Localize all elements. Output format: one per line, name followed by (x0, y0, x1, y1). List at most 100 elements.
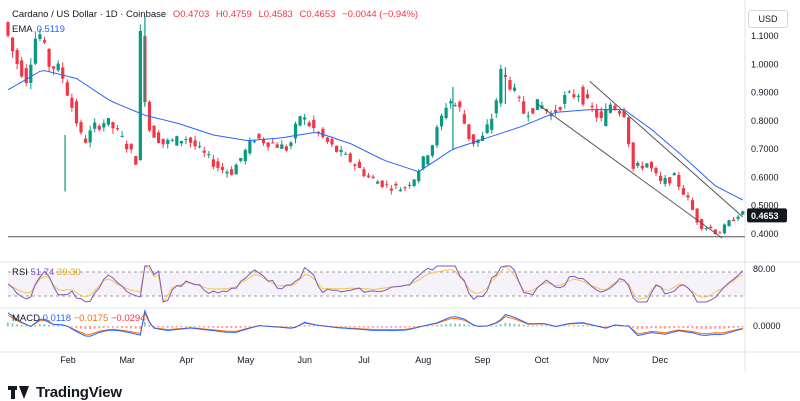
macd-histogram-bar (568, 325, 571, 327)
candle-body (239, 158, 243, 161)
candle-body (38, 34, 42, 40)
rsi-tick-label: 80.00 (753, 264, 776, 274)
candle-body (389, 188, 393, 191)
macd-histogram-bar (618, 325, 621, 327)
candle-body (261, 139, 266, 144)
candle-body (83, 138, 88, 143)
candle-body (741, 211, 745, 215)
price-tick-label: 0.9000 (751, 88, 779, 98)
macd-legend[interactable]: MACD 0.0118 −0.0175 −0.0294 (12, 313, 145, 324)
candle-body (303, 117, 307, 120)
rsi-ma-line (7, 265, 743, 304)
macd-histogram-bar (162, 326, 164, 328)
macd-histogram-bar (668, 326, 671, 329)
candle-body (576, 95, 581, 97)
candle-body (458, 101, 462, 108)
macd-histogram-bar (312, 325, 315, 327)
macd-histogram-bar (80, 326, 82, 329)
candle-body (471, 134, 476, 145)
candle-body (549, 114, 553, 117)
candle-body (435, 127, 439, 146)
macd-histogram-bar (718, 326, 721, 329)
candle-body (535, 99, 539, 111)
macd-histogram-bar (52, 325, 55, 327)
close-value: C0.4653 (299, 9, 336, 20)
price-tick-label: 0.8000 (751, 116, 779, 126)
candle-body (467, 124, 471, 139)
month-label: Sep (474, 355, 490, 365)
macd-histogram-bar (449, 323, 452, 327)
candle-body (79, 122, 83, 133)
candle-body (563, 95, 567, 104)
candle-body (298, 116, 302, 126)
candle-body (252, 141, 257, 143)
candle-body (52, 66, 56, 69)
macd-histogram-bar (102, 326, 105, 328)
currency-button[interactable]: USD (748, 10, 788, 28)
macd-histogram-bar (226, 326, 228, 329)
macd-histogram-bar (732, 326, 735, 328)
candle-body (617, 110, 622, 114)
candle-body (134, 156, 138, 165)
macd-histogram-bar (235, 326, 237, 329)
macd-histogram-bar (504, 322, 507, 327)
macd-histogram-bar (349, 326, 352, 328)
macd-histogram-bar (550, 325, 552, 327)
ema-legend[interactable]: EMA 0.5119 (12, 24, 65, 35)
candles (6, 16, 745, 235)
candle-body (257, 133, 261, 139)
candle-body (403, 187, 407, 189)
macd-histogram-bar (285, 326, 288, 328)
tradingview-logo[interactable]: TradingView (8, 384, 122, 401)
candle-body (668, 177, 672, 184)
symbol-title: Cardano / US Dollar · 1D · Coinbase (12, 9, 167, 20)
candle-body (608, 104, 612, 113)
signal-value: −0.0175 (73, 313, 109, 324)
candle-body (421, 156, 425, 169)
candle-body (677, 174, 681, 187)
macd-histogram-bar (344, 326, 347, 328)
candle-body (225, 171, 229, 174)
candle-body (74, 101, 79, 124)
macd-histogram-bar (413, 326, 415, 328)
macd-histogram-bar (111, 326, 114, 328)
candle-body (307, 122, 311, 127)
low-value: L0.4583 (258, 9, 293, 20)
macd-histogram-bar (563, 325, 566, 327)
macd-histogram-bar (340, 326, 342, 328)
macd-histogram-bar (673, 326, 676, 329)
candle-body (490, 118, 494, 130)
month-label: Apr (179, 355, 193, 365)
candle-body (695, 208, 699, 223)
candle-body (631, 142, 635, 169)
rsi-legend[interactable]: RSI 51.74 39.30 (12, 267, 81, 278)
candle-body (266, 142, 270, 147)
macd-histogram-bar (490, 325, 493, 327)
candle-body (193, 140, 197, 147)
macd-histogram-bar (303, 325, 306, 327)
candle-body (690, 200, 695, 210)
macd-histogram-bar (440, 324, 443, 327)
tradingview-icon (8, 385, 30, 400)
macd-histogram-bar (728, 326, 730, 329)
candle-body (485, 124, 489, 133)
macd-histogram-bar (198, 326, 201, 328)
candle-body (357, 161, 361, 168)
ema-label: EMA (12, 24, 33, 35)
macd-histogram-bar (417, 326, 420, 327)
macd-histogram-bar (531, 325, 534, 327)
macd-histogram-bar (16, 324, 18, 327)
candle-body (444, 107, 448, 119)
macd-histogram-bar (367, 326, 370, 328)
candle-body (398, 189, 403, 192)
candle-body (704, 228, 708, 230)
candle-body (202, 150, 206, 153)
candle-body (339, 149, 343, 152)
macd-histogram-bar (289, 326, 292, 328)
price-tick-label: 1.1000 (751, 31, 779, 41)
macd-histogram-bar (171, 326, 174, 328)
candle-body (627, 117, 631, 145)
candle-body (727, 220, 731, 227)
candle-body (590, 105, 594, 108)
